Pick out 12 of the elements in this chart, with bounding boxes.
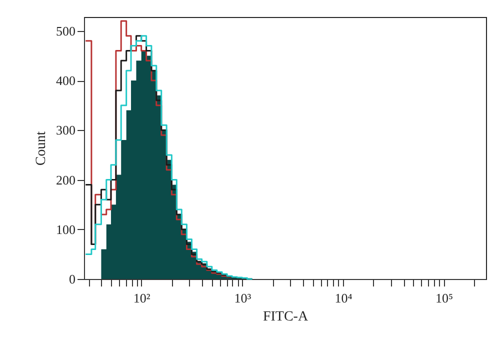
y-axis-title: Count: [34, 131, 49, 166]
y-tick-label: 200: [56, 172, 76, 188]
y-tick-label: 300: [56, 122, 76, 138]
x-axis-title: FITC-A: [262, 310, 309, 324]
x-tick-label: 10³: [234, 290, 252, 306]
x-tick-label: 10⁴: [334, 290, 353, 306]
y-tick-label: 0: [69, 272, 76, 286]
x-tick-label: 10²: [133, 290, 150, 306]
y-tick-label: 100: [56, 222, 76, 237]
y-tick-label: 500: [56, 23, 76, 38]
y-tick-label: 400: [56, 73, 76, 88]
x-tick-label: 10⁵: [436, 290, 454, 306]
